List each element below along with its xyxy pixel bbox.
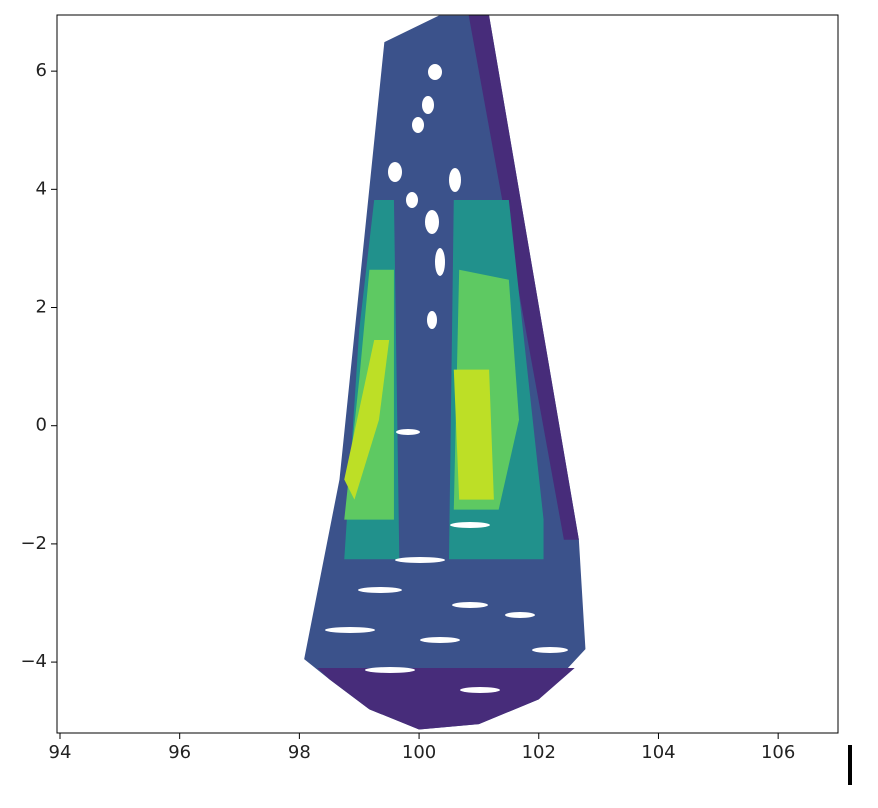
y-tick-label: 0 xyxy=(36,415,47,436)
x-tick-label: 96 xyxy=(168,742,191,763)
plot-frame xyxy=(56,14,839,734)
x-tick-label: 104 xyxy=(641,742,675,763)
plot-area xyxy=(304,15,586,730)
y-tick-label: 4 xyxy=(36,178,47,199)
contour-region xyxy=(344,340,390,500)
x-tick-label: 94 xyxy=(49,742,72,763)
cursor-bar xyxy=(848,745,852,785)
gaps xyxy=(325,64,568,693)
contour-region xyxy=(468,15,579,540)
y-tick-label: −2 xyxy=(20,533,47,554)
x-tick-label: 98 xyxy=(288,742,311,763)
x-tick-label: 102 xyxy=(522,742,556,763)
y-tick-label: 2 xyxy=(36,297,47,318)
contour-region xyxy=(453,369,494,500)
y-tick-label: −4 xyxy=(20,651,47,672)
y-tick-label: 6 xyxy=(36,60,47,81)
x-tick-label: 100 xyxy=(402,742,436,763)
x-tick-label: 106 xyxy=(761,742,795,763)
contour-region xyxy=(317,667,575,730)
